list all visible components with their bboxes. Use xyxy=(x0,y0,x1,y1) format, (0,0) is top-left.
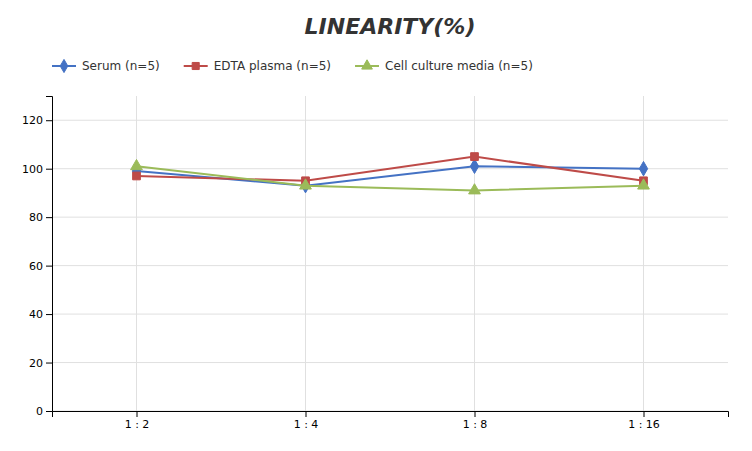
tick-mark xyxy=(46,363,52,364)
y-axis: 0 20 40 60 80 100 120 xyxy=(22,97,53,419)
point xyxy=(638,179,650,189)
tick-mark xyxy=(137,411,138,417)
line xyxy=(137,157,644,181)
grid xyxy=(52,96,728,411)
tick-mark xyxy=(644,411,645,417)
point xyxy=(469,184,481,194)
axis-line xyxy=(46,97,53,412)
tick-label: 1 : 8 xyxy=(463,418,488,431)
tick-label: 100 xyxy=(22,163,43,176)
legend-item: EDTA plasma (n=5) xyxy=(184,59,331,73)
tick-mark xyxy=(46,169,52,170)
tick: 0 xyxy=(36,405,52,418)
tick-label: 80 xyxy=(29,211,43,224)
grid-line xyxy=(474,96,475,411)
tick: 1 : 4 xyxy=(294,411,319,431)
legend-item: Serum (n=5) xyxy=(52,59,160,73)
legend-label: Cell culture media (n=5) xyxy=(385,59,533,73)
tick: 1 : 16 xyxy=(628,411,660,431)
tick-mark xyxy=(306,411,307,417)
tick-label: 0 xyxy=(36,405,43,418)
series xyxy=(132,159,647,193)
legend-symbol xyxy=(60,59,68,72)
axis-line xyxy=(53,412,729,418)
grid-line xyxy=(52,362,728,363)
grid-line xyxy=(52,120,728,121)
tick-mark xyxy=(46,411,52,412)
point xyxy=(470,159,478,173)
plot: 1 : 2 1 : 4 1 : 8 1 : 16 0 20 40 60 80 100 120 xyxy=(22,96,729,431)
line xyxy=(137,166,644,190)
series xyxy=(133,153,648,185)
series xyxy=(131,159,650,193)
grid-line xyxy=(305,96,306,411)
grid-line xyxy=(52,217,728,218)
tick: 100 xyxy=(22,163,52,176)
tick: 120 xyxy=(22,114,52,127)
chart: 1 : 2 1 : 4 1 : 8 1 : 16 0 20 40 60 80 100 120 LINE… xyxy=(0,0,752,451)
tick-label: 60 xyxy=(29,260,43,273)
tick-label: 1 : 2 xyxy=(125,418,150,431)
tick: 40 xyxy=(29,308,52,321)
tick: 20 xyxy=(29,357,52,370)
tick-mark xyxy=(46,217,52,218)
tick-mark xyxy=(475,411,476,417)
tick-label: 1 : 4 xyxy=(294,418,319,431)
point xyxy=(471,153,479,161)
tick: 60 xyxy=(29,260,52,273)
x-axis: 1 : 2 1 : 4 1 : 8 1 : 16 xyxy=(53,411,729,431)
tick-label: 20 xyxy=(29,357,43,370)
tick: 80 xyxy=(29,211,52,224)
point xyxy=(133,172,141,180)
point xyxy=(639,161,647,175)
title: LINEARITY(%) xyxy=(305,14,476,39)
tick-label: 1 : 16 xyxy=(628,418,660,431)
legend-label: EDTA plasma (n=5) xyxy=(214,59,331,73)
marks xyxy=(131,153,650,194)
point xyxy=(131,159,143,169)
tick-mark xyxy=(46,314,52,315)
tick-label: 40 xyxy=(29,308,43,321)
point xyxy=(300,179,312,189)
tick-label: 120 xyxy=(22,114,43,127)
legend: Serum (n=5) EDTA plasma (n=5) Cell culture… xyxy=(52,59,533,73)
legend-label: Serum (n=5) xyxy=(82,59,160,73)
tick: 1 : 8 xyxy=(463,411,488,431)
legend-symbol xyxy=(192,62,199,69)
tick-mark xyxy=(46,120,52,121)
grid-line xyxy=(136,96,137,411)
legend-item: Cell culture media (n=5) xyxy=(355,59,533,73)
legend-symbol xyxy=(362,60,373,69)
grid-line xyxy=(52,314,728,315)
tick: 1 : 2 xyxy=(125,411,150,431)
tick-mark xyxy=(46,266,52,267)
grid-line xyxy=(643,96,644,411)
grid-line xyxy=(52,265,728,266)
